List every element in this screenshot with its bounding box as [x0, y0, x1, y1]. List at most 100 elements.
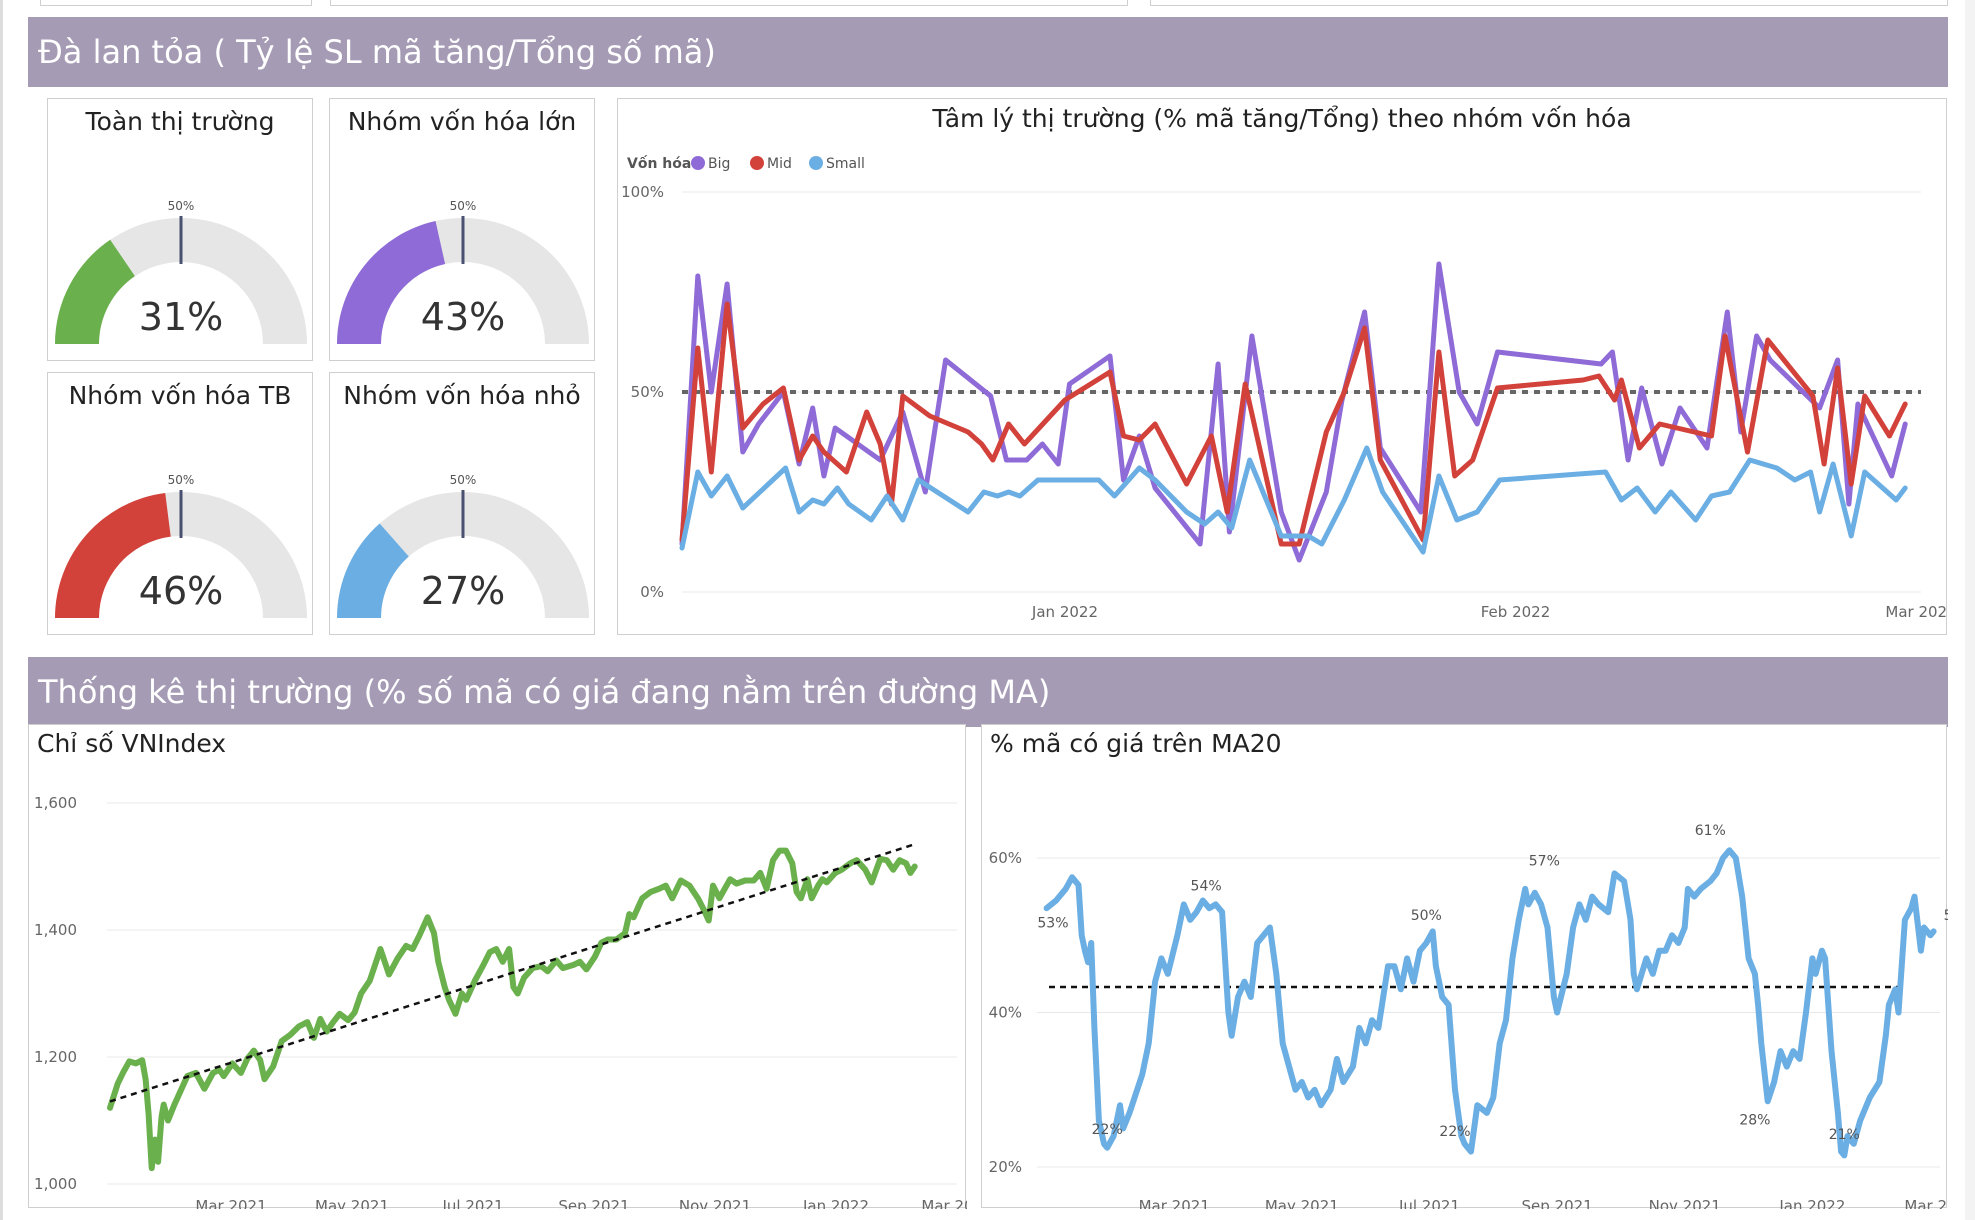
data-label: 21% — [1829, 1127, 1860, 1143]
ma20-chart-card[interactable]: % mã có giá trên MA20 60% 40% 20% Mar 2021 M… — [981, 724, 1948, 1209]
x-tick-label: Mar 2022 — [1904, 1197, 1948, 1209]
legend-marker-small[interactable] — [809, 156, 823, 170]
y-tick-label: 1,400 — [34, 921, 77, 939]
data-label: 54% — [1191, 878, 1222, 894]
series-line-small[interactable] — [679, 445, 1908, 555]
y-tick-label: 50% — [631, 383, 664, 401]
gauge-track — [337, 492, 589, 618]
x-tick-label: Nov 2021 — [679, 1197, 751, 1209]
gauge-small: 50% 27% 0% 100% — [333, 473, 590, 633]
data-label: 22% — [1439, 1124, 1470, 1140]
trend-line — [109, 843, 916, 1103]
x-tick-label: Nov 2021 — [1649, 1197, 1721, 1209]
x-tick-label: Sep 2021 — [558, 1197, 629, 1209]
gauge-value: 46% — [139, 569, 223, 613]
x-tick-label: May 2021 — [315, 1197, 389, 1209]
vnindex-chart-title: Chỉ số VNIndex — [37, 729, 227, 758]
x-tick-label: Sep 2021 — [1521, 1197, 1592, 1209]
legend-label-small[interactable]: Small — [826, 156, 865, 172]
vnindex-chart-card[interactable]: Chỉ số VNIndex 1,600 1,400 1,200 1,000 Mar 2… — [28, 724, 967, 1209]
gauge-big: 50% 43% 0% 100% — [333, 199, 590, 359]
y-tick-label: 0% — [640, 583, 664, 601]
gauge-all: 50% 31% 0% 100% — [51, 199, 308, 359]
breadth-section-banner: Đà lan tỏa ( Tỷ lệ SL mã tăng/Tổng số mã… — [28, 17, 1948, 87]
top-card-fragment-1 — [40, 0, 312, 6]
gauge-fill — [337, 523, 409, 618]
gauge-mid-label: 50% — [450, 199, 477, 213]
x-tick-label: Jan 2022 — [802, 1197, 869, 1209]
x-tick-label: Jul 2021 — [1398, 1197, 1460, 1209]
gauge-fill — [55, 239, 135, 344]
gauge-value: 43% — [421, 295, 505, 339]
gauge-mid: 50% 46% 0% 100% — [51, 473, 308, 633]
gauge-value: 31% — [139, 295, 223, 339]
legend-marker-big[interactable] — [691, 156, 705, 170]
gauge-title-big: Nhóm vốn hóa lớn — [347, 107, 577, 136]
vnindex-chart: 1,600 1,400 1,200 1,000 Mar 2021 May 2021 Jul … — [34, 794, 967, 1209]
top-card-fragment-3 — [1150, 0, 1948, 6]
scrollbar-track[interactable] — [1965, 0, 1975, 1220]
x-tick-label: Jul 2021 — [441, 1197, 503, 1209]
gauge-value: 27% — [421, 569, 505, 613]
sentiment-chart-title: Tâm lý thị trường (% mã tăng/Tổng) theo … — [932, 104, 1632, 133]
legend-title: Vốn hóa — [627, 155, 691, 172]
gauge-card-mid[interactable]: Nhóm vốn hóa TB 50% 46% 0% 100% — [47, 372, 313, 635]
data-label: 28% — [1739, 1113, 1770, 1129]
y-tick-label: 1,600 — [34, 794, 77, 812]
x-tick-label: Jan 2022 — [1778, 1197, 1845, 1209]
gauge-max-label: 100% — [274, 358, 308, 359]
gauge-min-label: 0% — [333, 358, 352, 359]
legend-label-mid[interactable]: Mid — [767, 156, 792, 172]
gauge-card-all[interactable]: Toàn thị trường 50% 31% 0% 100% — [47, 98, 313, 361]
gauge-title-small: Nhóm vốn hóa nhỏ — [343, 381, 581, 410]
x-tick-label: May 2021 — [1265, 1197, 1339, 1209]
y-tick-label: 60% — [989, 849, 1022, 867]
stats-section-title: Thống kê thị trường (% số mã có giá đang… — [38, 673, 1051, 711]
x-tick-label: Feb 2022 — [1481, 603, 1551, 621]
gauge-track — [55, 218, 307, 344]
y-tick-label: 40% — [989, 1004, 1022, 1022]
legend-marker-mid[interactable] — [750, 156, 764, 170]
x-tick-label: Mar 2021 — [195, 1197, 266, 1209]
gauge-card-big[interactable]: Nhóm vốn hóa lớn 50% 43% 0% 100% — [329, 98, 595, 361]
series-line-ma20[interactable] — [1043, 847, 1937, 1159]
gauge-mid-label: 50% — [450, 473, 477, 487]
data-label: 50% — [1411, 908, 1442, 924]
y-tick-label: 1,000 — [34, 1175, 77, 1193]
gauge-mid-label: 50% — [168, 199, 195, 213]
sentiment-chart-card[interactable]: Tâm lý thị trường (% mã tăng/Tổng) theo … — [617, 98, 1948, 635]
gauge-title-mid: Nhóm vốn hóa TB — [68, 381, 292, 410]
gauge-max-label: 100% — [556, 632, 590, 633]
x-tick-label: Mar 2022 — [1885, 603, 1948, 621]
x-tick-label: Mar 2021 — [1139, 1197, 1210, 1209]
sentiment-chart: Vốn hóa Big Mid Small 100% 50% 0% Jan 2022 Feb 2… — [621, 155, 1948, 621]
data-label: 53% — [1037, 916, 1068, 932]
ma20-chart-title: % mã có giá trên MA20 — [990, 729, 1282, 758]
x-tick-label: Mar 2022 — [921, 1197, 967, 1209]
left-edge — [0, 0, 3, 1220]
data-label: 22% — [1092, 1122, 1123, 1138]
y-tick-label: 1,200 — [34, 1048, 77, 1066]
series-line-vnindex[interactable] — [107, 847, 918, 1172]
legend-label-big[interactable]: Big — [708, 156, 730, 172]
ma20-chart: 60% 40% 20% Mar 2021 May 2021 Jul 2021 Sep 202… — [989, 823, 1948, 1209]
gauge-min-label: 0% — [51, 632, 70, 633]
gauge-mid-label: 50% — [168, 473, 195, 487]
series-line-mid[interactable] — [679, 301, 1908, 547]
gauge-min-label: 0% — [333, 632, 352, 633]
data-label: 57% — [1529, 854, 1560, 870]
x-tick-label: Jan 2022 — [1031, 603, 1098, 621]
gauge-title-all: Toàn thị trường — [85, 107, 275, 136]
gauge-min-label: 0% — [51, 358, 70, 359]
gauge-card-small[interactable]: Nhóm vốn hóa nhỏ 50% 27% 0% 100% — [329, 372, 595, 635]
breadth-section-title: Đà lan tỏa ( Tỷ lệ SL mã tăng/Tổng số mã… — [38, 33, 716, 71]
y-tick-label: 20% — [989, 1158, 1022, 1176]
gauge-max-label: 100% — [556, 358, 590, 359]
gauge-max-label: 100% — [274, 632, 308, 633]
top-card-fragment-2 — [330, 0, 1128, 6]
gauge-fill — [337, 221, 446, 344]
data-label: 50% — [1944, 908, 1948, 924]
stats-section-banner: Thống kê thị trường (% số mã có giá đang… — [28, 657, 1948, 727]
y-tick-label: 100% — [621, 183, 664, 201]
data-label: 61% — [1695, 823, 1726, 839]
